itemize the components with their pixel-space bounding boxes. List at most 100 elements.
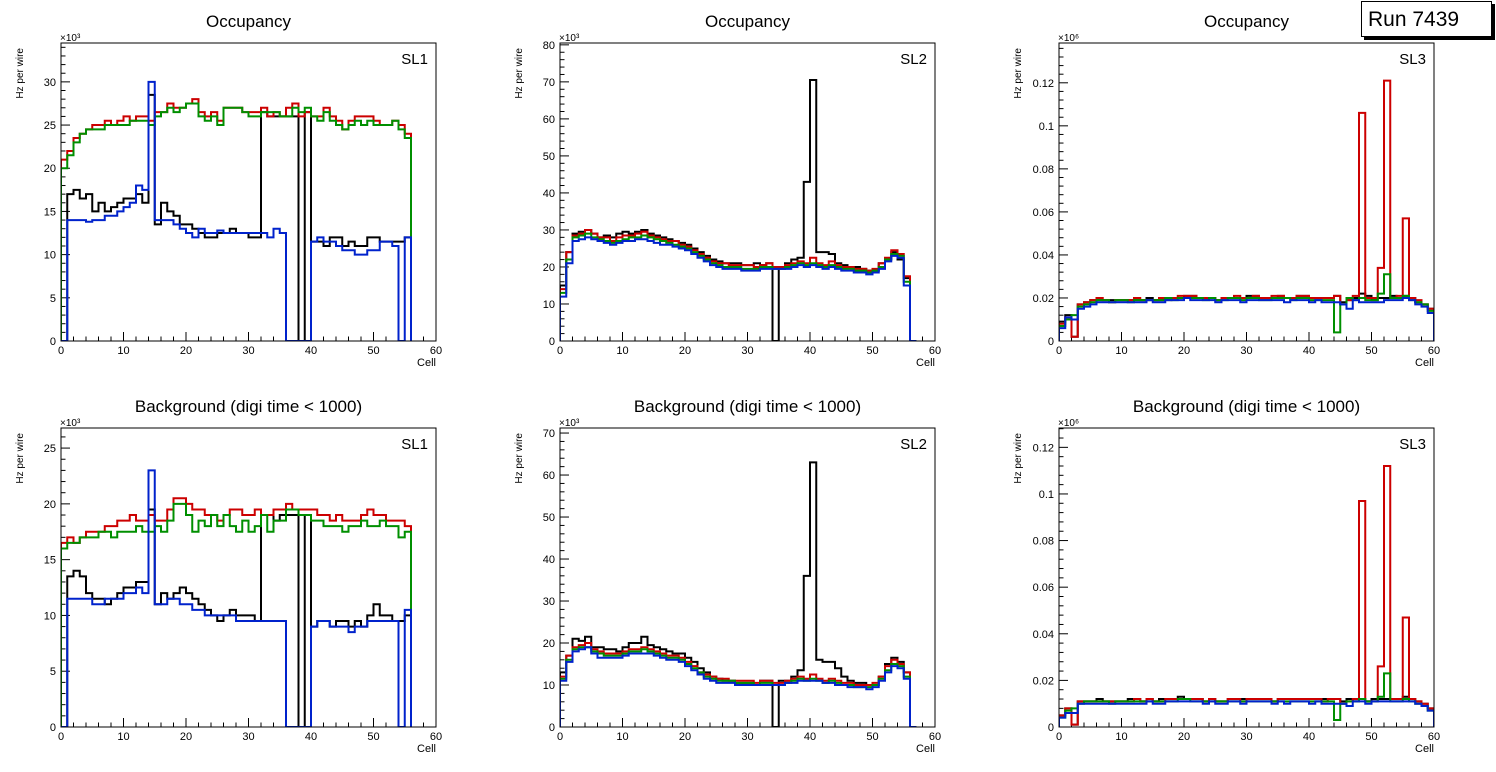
x-tick-label: 60 — [929, 731, 941, 743]
y-tick-label: 15 — [44, 555, 56, 567]
y-tick-label: 0.1 — [1039, 121, 1054, 133]
y-tick-label: 0.04 — [1033, 250, 1054, 262]
x-tick-label: 10 — [616, 345, 628, 357]
x-tick-label: 20 — [1178, 731, 1190, 743]
y-tick-label: 0.08 — [1033, 536, 1054, 548]
series-red-histogram — [560, 228, 917, 341]
x-tick-label: 60 — [1428, 731, 1440, 743]
y-tick-label: 0.1 — [1039, 489, 1054, 501]
y-tick-label: 30 — [543, 225, 555, 237]
x-tick-label: 10 — [616, 731, 628, 743]
x-tick-label: 40 — [1303, 345, 1315, 357]
x-axis-label: Cell — [1415, 357, 1434, 369]
y-tick-label: 0 — [549, 336, 555, 348]
x-tick-label: 60 — [430, 731, 442, 743]
y-tick-label: 0.02 — [1033, 675, 1054, 687]
y-exponent-label: ×10⁶ — [1058, 418, 1079, 429]
series-blue-histogram — [61, 469, 412, 727]
series-green-histogram — [560, 232, 917, 341]
y-tick-label: 50 — [543, 151, 555, 163]
y-tick-label: 0.12 — [1033, 442, 1054, 454]
series-blue-histogram — [1059, 296, 1434, 341]
plot-frame — [60, 427, 437, 728]
series-green-histogram — [61, 102, 412, 341]
x-tick-label: 0 — [1056, 345, 1062, 357]
superlayer-label: SL1 — [401, 436, 428, 453]
x-tick-label: 30 — [1240, 345, 1252, 357]
y-tick-label: 25 — [44, 443, 56, 455]
series-red-histogram — [61, 497, 412, 727]
y-tick-label: 20 — [543, 262, 555, 274]
x-tick-label: 60 — [430, 345, 442, 357]
y-tick-label: 10 — [543, 680, 555, 692]
x-tick-label: 20 — [180, 345, 192, 357]
y-tick-label: 70 — [543, 77, 555, 89]
y-tick-label: 0 — [1048, 722, 1054, 734]
y-tick-label: 20 — [44, 163, 56, 175]
y-tick-label: 30 — [44, 77, 56, 89]
series-blue-histogram — [560, 236, 917, 341]
x-tick-label: 40 — [804, 345, 816, 357]
chart-panel-6: Background (digi time < 1000) SL3 ×10⁶ Hz p… — [1013, 397, 1440, 755]
x-tick-label: 0 — [557, 345, 563, 357]
x-tick-label: 30 — [741, 731, 753, 743]
superlayer-label: SL3 — [1399, 51, 1426, 68]
x-tick-label: 60 — [929, 345, 941, 357]
x-axis-label: Cell — [916, 357, 935, 369]
y-tick-label: 60 — [543, 470, 555, 482]
series-black-histogram — [560, 79, 917, 341]
y-tick-label: 10 — [44, 250, 56, 262]
chart-title: Background (digi time < 1000) — [135, 397, 362, 416]
y-tick-label: 0 — [549, 722, 555, 734]
y-tick-label: 25 — [44, 120, 56, 132]
y-tick-label: 0.06 — [1033, 582, 1054, 594]
chart-panel-3: Occupancy SL3 ×10⁶ Hz per wire Cell 0 10 20 30 40… — [1013, 12, 1440, 369]
y-axis-label: Hz per wire — [15, 48, 26, 99]
series-red-histogram — [1059, 464, 1434, 727]
x-tick-label: 40 — [1303, 731, 1315, 743]
y-axis-label: Hz per wire — [514, 48, 525, 99]
chart-panel-1: Occupancy SL1 ×10³ Hz per wire Cell 0 10 20 30 40… — [15, 12, 442, 369]
y-tick-label: 20 — [543, 638, 555, 650]
x-tick-label: 20 — [180, 731, 192, 743]
x-tick-label: 30 — [242, 345, 254, 357]
series-red-histogram — [61, 98, 412, 341]
x-tick-label: 50 — [1365, 345, 1377, 357]
series-blue-histogram — [1059, 700, 1434, 727]
superlayer-label: SL1 — [401, 51, 428, 68]
chart-title: Occupancy — [1204, 12, 1290, 31]
y-tick-label: 0.08 — [1033, 164, 1054, 176]
y-exponent-label: ×10³ — [559, 33, 580, 44]
y-exponent-label: ×10³ — [559, 418, 580, 429]
y-axis-label: Hz per wire — [1013, 48, 1024, 99]
y-exponent-label: ×10³ — [60, 418, 81, 429]
x-axis-label: Cell — [417, 743, 436, 755]
x-tick-label: 50 — [866, 345, 878, 357]
plot-frame — [1058, 427, 1435, 728]
chart-panel-2: Occupancy SL2 ×10³ Hz per wire Cell 0 10 20 30 40… — [514, 12, 941, 369]
x-axis-label: Cell — [1415, 743, 1434, 755]
y-tick-label: 70 — [543, 428, 555, 440]
y-tick-label: 20 — [44, 499, 56, 511]
plot-frame — [559, 427, 936, 728]
y-axis-label: Hz per wire — [514, 433, 525, 484]
x-tick-label: 30 — [1240, 731, 1252, 743]
y-tick-label: 80 — [543, 40, 555, 52]
x-tick-label: 40 — [305, 345, 317, 357]
y-exponent-label: ×10³ — [60, 33, 81, 44]
y-tick-label: 40 — [543, 554, 555, 566]
x-tick-label: 10 — [117, 731, 129, 743]
plot-frame — [60, 42, 437, 342]
y-tick-label: 60 — [543, 114, 555, 126]
x-tick-label: 0 — [58, 731, 64, 743]
x-tick-label: 50 — [1365, 731, 1377, 743]
y-tick-label: 0 — [50, 336, 56, 348]
y-tick-label: 0.02 — [1033, 293, 1054, 305]
chart-panel-4: Background (digi time < 1000) SL1 ×10³ Hz p… — [15, 397, 442, 755]
y-tick-label: 10 — [543, 299, 555, 311]
y-tick-label: 5 — [50, 293, 56, 305]
y-tick-label: 40 — [543, 188, 555, 200]
x-tick-label: 10 — [1115, 345, 1127, 357]
x-tick-label: 10 — [1115, 731, 1127, 743]
y-tick-label: 50 — [543, 512, 555, 524]
